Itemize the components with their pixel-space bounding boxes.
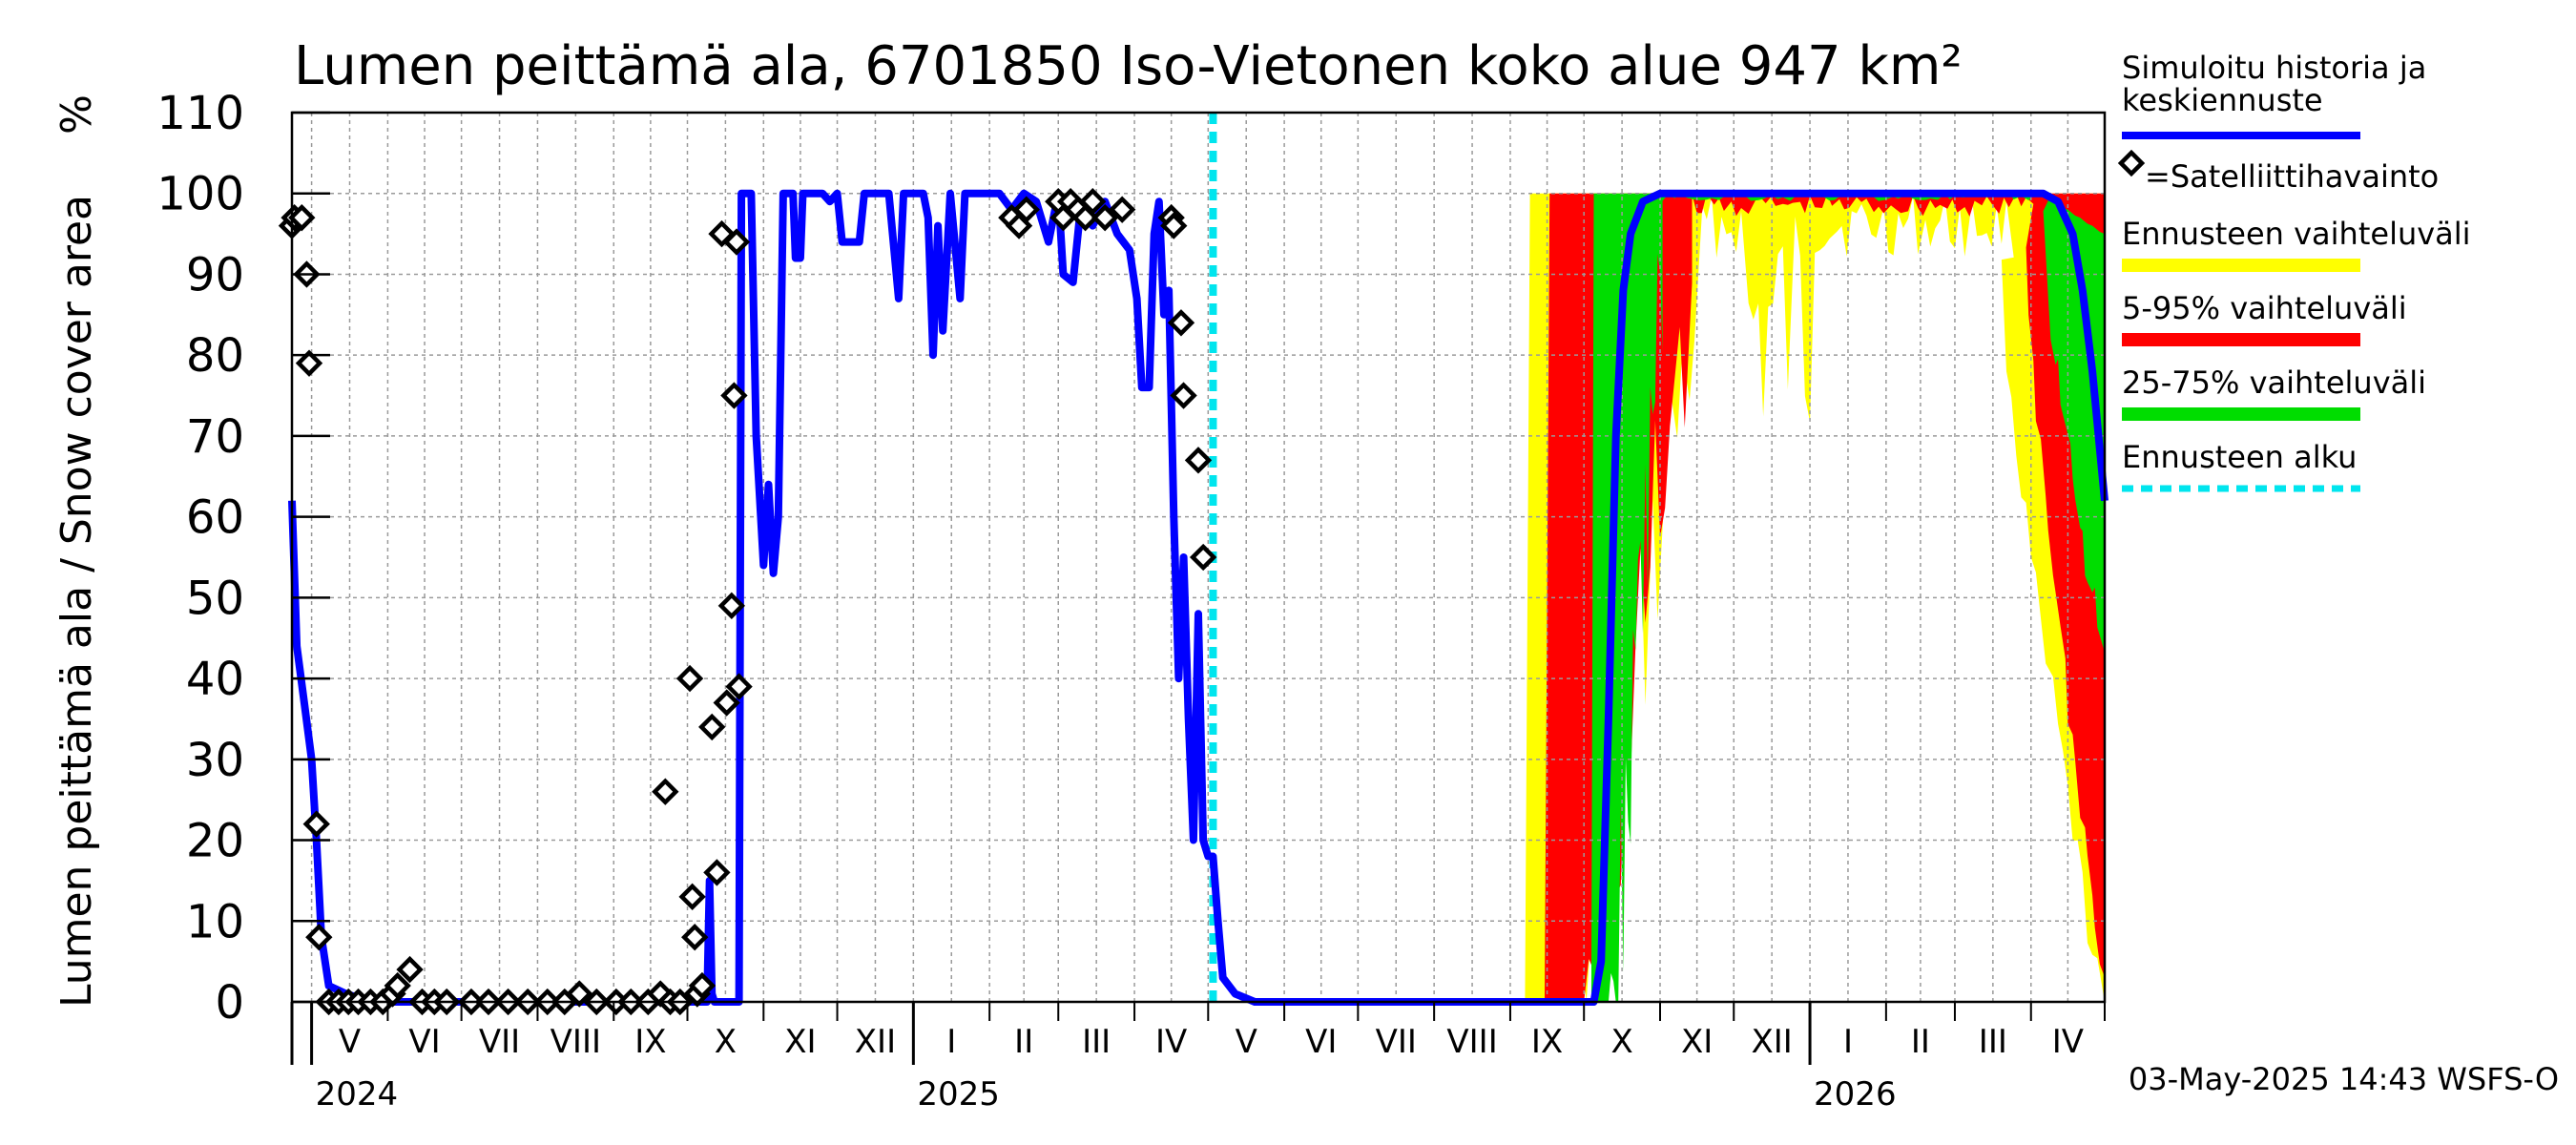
satellite-observation-point — [1109, 196, 1136, 223]
satellite-observation-point — [302, 810, 330, 838]
y-axis-ticks: 0 10 20 30 40 50 60 70 80 90 100 110 — [156, 87, 330, 1030]
satellite-observation-point — [652, 778, 679, 805]
y-tick-label: 60 — [186, 491, 244, 545]
y-tick-label: 20 — [186, 815, 244, 868]
y-tick-label: 30 — [186, 734, 244, 787]
satellite-observation-point — [1167, 309, 1195, 337]
x-month-label: VIII — [1446, 1023, 1497, 1061]
y-tick-label: 100 — [156, 168, 244, 221]
x-axis: V VI VII VIII IX X XI XII I II III IV V VI VII VIII IX X X… — [290, 1002, 2106, 1114]
x-month-label: V — [1236, 1023, 1257, 1061]
grid — [292, 113, 2105, 1002]
x-month-label: I — [1843, 1023, 1853, 1061]
y-axis-unit: % — [52, 94, 101, 135]
x-month-label: VI — [408, 1023, 440, 1061]
satellite-observation-point — [288, 203, 316, 232]
x-month-label: I — [946, 1023, 956, 1061]
satellite-observation-point — [1160, 212, 1188, 239]
legend-label-band: Ennusteen vaihteluväli — [2122, 216, 2471, 252]
x-month-label: VII — [479, 1023, 520, 1061]
chart-title: Lumen peittämä ala, 6701850 Iso-Vietonen… — [294, 35, 1963, 97]
satellite-observation-point — [396, 955, 424, 984]
x-month-label: III — [1082, 1023, 1111, 1061]
x-year-label: 2025 — [917, 1075, 1000, 1114]
x-year-label: 2024 — [316, 1075, 399, 1114]
x-month-label: II — [1911, 1023, 1930, 1061]
footer-timestamp: 03-May-2025 14:43 WSFS-O — [2129, 1061, 2559, 1097]
x-month-label: II — [1014, 1023, 1033, 1061]
x-month-label: X — [715, 1023, 737, 1061]
satellite-observation-point — [717, 592, 746, 620]
x-year-label: 2026 — [1814, 1075, 1897, 1114]
satellite-observation-point — [678, 883, 706, 911]
x-month-label: VII — [1376, 1023, 1417, 1061]
y-tick-label: 80 — [186, 329, 244, 383]
satellite-observation-point — [720, 382, 748, 409]
x-month-label: XII — [1751, 1023, 1792, 1061]
satellite-observation-point — [1170, 382, 1197, 409]
satellite-observation-point — [1184, 447, 1213, 474]
x-month-label: III — [1979, 1023, 2007, 1061]
legend-label-satellite: =Satelliittihavainto — [2145, 158, 2439, 195]
satellite-observation-point — [722, 228, 751, 256]
satellite-observation-point — [566, 980, 593, 1008]
x-month-label: IV — [2052, 1023, 2084, 1061]
x-month-label: XI — [1681, 1023, 1713, 1061]
plot-frame — [290, 111, 2107, 1004]
x-month-label: IV — [1155, 1023, 1187, 1061]
legend-label-simulated: Simuloitu historia ja — [2122, 50, 2426, 86]
satellite-observation-point — [688, 971, 717, 1000]
satellite-observation-point — [384, 971, 411, 1000]
satellite-observation-point — [725, 673, 753, 700]
y-tick-label: 90 — [186, 248, 244, 302]
y-tick-label: 0 — [215, 976, 244, 1030]
legend-label-forecast-start: Ennusteen alku — [2122, 439, 2357, 475]
y-tick-label: 10 — [186, 895, 244, 948]
x-month-label: V — [339, 1023, 361, 1061]
satellite-observation-point — [1091, 203, 1119, 232]
satellite-observation-point — [713, 689, 740, 717]
x-month-label: VIII — [551, 1023, 601, 1061]
satellite-observation-point — [708, 219, 736, 248]
y-tick-label: 110 — [156, 87, 244, 140]
x-month-label: X — [1610, 1023, 1632, 1061]
x-month-label: IX — [634, 1023, 666, 1061]
x-month-label: VI — [1305, 1023, 1337, 1061]
satellite-observation-point — [703, 859, 731, 886]
legend-label-band: 25-75% vaihteluväli — [2122, 364, 2426, 401]
y-tick-label: 70 — [186, 410, 244, 464]
legend-label-band: 5-95% vaihteluväli — [2122, 290, 2407, 326]
satellite-observation-point — [675, 664, 704, 693]
y-tick-label: 50 — [186, 572, 244, 625]
x-month-label: XII — [855, 1023, 896, 1061]
satellite-observation-point — [305, 924, 333, 951]
satellite-observation-point — [681, 924, 709, 951]
satellite-observation-point — [1079, 188, 1107, 216]
satellite-observation-point — [1189, 543, 1217, 572]
x-month-label: XI — [784, 1023, 816, 1061]
satellite-observation-point — [295, 349, 323, 377]
satellite-observation-point — [698, 713, 726, 741]
satellite-observation-point — [1012, 196, 1040, 223]
band-p25-75 — [1590, 193, 2105, 1002]
x-month-label: IX — [1531, 1023, 1563, 1061]
legend-label-simulated-cont: keskiennuste — [2122, 82, 2323, 118]
y-tick-label: 40 — [186, 653, 244, 706]
y-axis-label: Lumen peittämä ala / Snow cover area — [52, 195, 101, 1008]
legend-swatch-satellite — [2117, 149, 2146, 177]
